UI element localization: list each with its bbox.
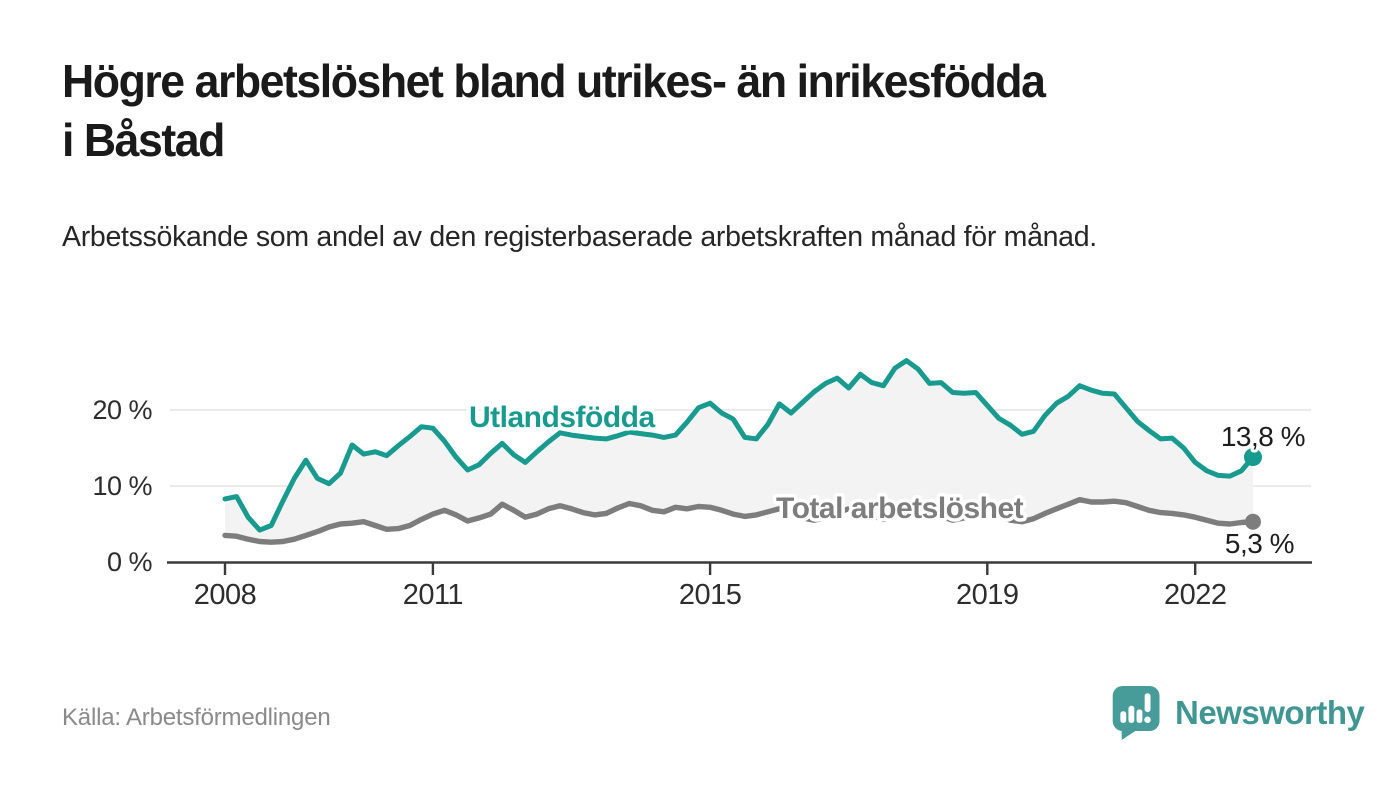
newsworthy-logo-text: Newsworthy bbox=[1175, 694, 1365, 731]
y-tick-label: 20 % bbox=[92, 395, 152, 425]
source-note: Källa: Arbetsförmedlingen bbox=[62, 704, 331, 731]
value-label-total: 5,3 % bbox=[1225, 528, 1294, 559]
series-line-utlandsfodda bbox=[222, 358, 1256, 533]
page-title: Högre arbetslöshet bland utrikes- än inr… bbox=[62, 55, 1046, 166]
newsworthy-logo-icon bbox=[1112, 686, 1160, 740]
x-tick-label: 2011 bbox=[403, 579, 463, 611]
series-label-total: Total arbetslöshet bbox=[776, 492, 1024, 525]
series-end-dot-utlandsfodda bbox=[1243, 448, 1262, 467]
x-tick-label: 2022 bbox=[1164, 579, 1227, 611]
unemployment-line-chart: Utlandsfödda Total arbetslöshet 13,8 % 5,3 … bbox=[92, 358, 1312, 611]
x-tick-label: 2015 bbox=[679, 579, 742, 611]
series-label-utlandsfodda: Utlandsfödda bbox=[469, 401, 655, 434]
page-subtitle: Arbetssökande som andel av den registerb… bbox=[62, 221, 1097, 253]
series-end-dot-total bbox=[1244, 513, 1261, 530]
y-tick-label: 10 % bbox=[92, 471, 152, 501]
series-area-fill bbox=[225, 360, 1253, 543]
x-tick-label: 2019 bbox=[956, 579, 1019, 611]
y-tick-label: 0 % bbox=[107, 547, 153, 577]
x-tick-label: 2008 bbox=[194, 579, 257, 611]
newsworthy-logo: Newsworthy bbox=[1110, 684, 1365, 742]
series-line-total bbox=[222, 497, 1256, 545]
value-label-utlandsfodda: 13,8 % bbox=[1221, 421, 1305, 452]
